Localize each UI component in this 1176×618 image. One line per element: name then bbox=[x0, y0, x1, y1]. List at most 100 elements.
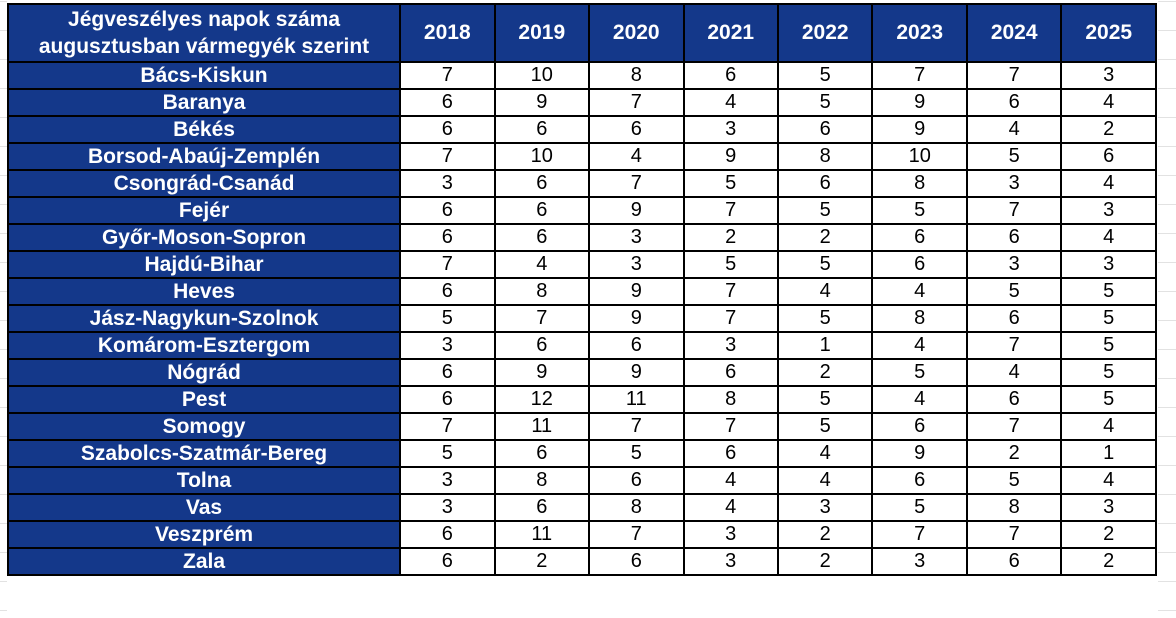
value-cell: 5 bbox=[871, 358, 968, 387]
year-header-2024: 2024 bbox=[965, 3, 1063, 63]
value-cell: 7 bbox=[871, 520, 968, 549]
county-cell: Pest bbox=[6, 385, 402, 414]
value-cell: 6 bbox=[399, 520, 496, 549]
left-margin-gridlines bbox=[0, 0, 7, 618]
table-title-line2: augusztusban vármegyék szerint bbox=[38, 35, 370, 58]
value-cell: 9 bbox=[588, 358, 685, 387]
value-cell: 11 bbox=[493, 412, 591, 441]
table-row: Pest 6 12 11 8 5 4 6 5 bbox=[6, 385, 1157, 414]
value-cell: 4 bbox=[1060, 88, 1157, 117]
value-cell: 3 bbox=[1060, 196, 1157, 225]
county-cell: Jász-Nagykun-Szolnok bbox=[6, 304, 402, 333]
value-cell: 6 bbox=[965, 547, 1063, 576]
value-cell: 7 bbox=[493, 304, 591, 333]
value-cell: 3 bbox=[1060, 250, 1157, 279]
value-cell: 6 bbox=[399, 547, 496, 576]
value-cell: 6 bbox=[965, 88, 1063, 117]
value-cell: 6 bbox=[493, 331, 591, 360]
value-cell: 5 bbox=[776, 250, 874, 279]
value-cell: 2 bbox=[682, 223, 779, 252]
value-cell: 9 bbox=[682, 142, 779, 171]
year-header-2020: 2020 bbox=[588, 3, 685, 63]
value-cell: 5 bbox=[871, 196, 968, 225]
value-cell: 5 bbox=[776, 385, 874, 414]
value-cell: 1 bbox=[776, 331, 874, 360]
value-cell: 7 bbox=[965, 520, 1063, 549]
value-cell: 4 bbox=[776, 466, 874, 495]
county-cell: Borsod-Abaúj-Zemplén bbox=[6, 142, 402, 171]
table-row: Heves 6 8 9 7 4 4 5 5 bbox=[6, 277, 1157, 306]
value-cell: 7 bbox=[965, 331, 1063, 360]
value-cell: 6 bbox=[965, 385, 1063, 414]
value-cell: 8 bbox=[776, 142, 874, 171]
county-cell: Tolna bbox=[6, 466, 402, 495]
value-cell: 7 bbox=[588, 412, 685, 441]
table-body: Bács-Kiskun 7 10 8 6 5 7 7 3 Baranya 6 9 7 4 5 9 6 4 Békés… bbox=[6, 61, 1157, 576]
value-cell: 6 bbox=[871, 466, 968, 495]
value-cell: 8 bbox=[588, 493, 685, 522]
county-cell: Nógrád bbox=[6, 358, 402, 387]
table-row: Borsod-Abaúj-Zemplén 7 10 4 9 8 10 5 6 bbox=[6, 142, 1157, 171]
value-cell: 5 bbox=[588, 439, 685, 468]
table-row: Bács-Kiskun 7 10 8 6 5 7 7 3 bbox=[6, 61, 1157, 90]
value-cell: 4 bbox=[871, 385, 968, 414]
value-cell: 6 bbox=[588, 547, 685, 576]
value-cell: 5 bbox=[1060, 358, 1157, 387]
value-cell: 4 bbox=[871, 277, 968, 306]
year-header-2018: 2018 bbox=[399, 3, 496, 63]
value-cell: 6 bbox=[682, 358, 779, 387]
value-cell: 6 bbox=[682, 61, 779, 90]
value-cell: 3 bbox=[399, 169, 496, 198]
value-cell: 3 bbox=[399, 493, 496, 522]
county-cell: Vas bbox=[6, 493, 402, 522]
value-cell: 9 bbox=[588, 196, 685, 225]
value-cell: 5 bbox=[776, 88, 874, 117]
value-cell: 5 bbox=[776, 412, 874, 441]
value-cell: 4 bbox=[871, 331, 968, 360]
table-row: Hajdú-Bihar 7 4 3 5 5 6 3 3 bbox=[6, 250, 1157, 279]
value-cell: 5 bbox=[1060, 385, 1157, 414]
value-cell: 8 bbox=[871, 169, 968, 198]
table-row: Komárom-Esztergom 3 6 6 3 1 4 7 5 bbox=[6, 331, 1157, 360]
table-row: Békés 6 6 6 3 6 9 4 2 bbox=[6, 115, 1157, 144]
value-cell: 10 bbox=[493, 61, 591, 90]
table-row: Csongrád-Csanád 3 6 7 5 6 8 3 4 bbox=[6, 169, 1157, 198]
county-cell: Fejér bbox=[6, 196, 402, 225]
value-cell: 2 bbox=[776, 358, 874, 387]
table-row: Baranya 6 9 7 4 5 9 6 4 bbox=[6, 88, 1157, 117]
value-cell: 7 bbox=[399, 412, 496, 441]
value-cell: 7 bbox=[588, 88, 685, 117]
table-title: Jégveszélyes napok száma augusztusban vá… bbox=[6, 3, 402, 63]
value-cell: 4 bbox=[965, 115, 1063, 144]
table-row: Veszprém 6 11 7 3 2 7 7 2 bbox=[6, 520, 1157, 549]
value-cell: 4 bbox=[588, 142, 685, 171]
value-cell: 6 bbox=[493, 169, 591, 198]
header-row: Jégveszélyes napok száma augusztusban vá… bbox=[6, 3, 1157, 63]
value-cell: 5 bbox=[965, 277, 1063, 306]
county-cell: Bács-Kiskun bbox=[6, 61, 402, 90]
county-cell: Hajdú-Bihar bbox=[6, 250, 402, 279]
table-title-line1: Jégveszélyes napok száma bbox=[68, 8, 341, 31]
value-cell: 4 bbox=[682, 466, 779, 495]
table-row: Fejér 6 6 9 7 5 5 7 3 bbox=[6, 196, 1157, 225]
value-cell: 6 bbox=[493, 223, 591, 252]
value-cell: 2 bbox=[965, 439, 1063, 468]
value-cell: 2 bbox=[1060, 115, 1157, 144]
value-cell: 7 bbox=[399, 61, 496, 90]
value-cell: 8 bbox=[871, 304, 968, 333]
table-row: Szabolcs-Szatmár-Bereg 5 6 5 6 4 9 2 1 bbox=[6, 439, 1157, 468]
value-cell: 7 bbox=[965, 196, 1063, 225]
value-cell: 6 bbox=[399, 196, 496, 225]
value-cell: 6 bbox=[588, 331, 685, 360]
value-cell: 4 bbox=[965, 358, 1063, 387]
value-cell: 7 bbox=[399, 250, 496, 279]
table-row: Nógrád 6 9 9 6 2 5 4 5 bbox=[6, 358, 1157, 387]
value-cell: 3 bbox=[682, 115, 779, 144]
value-cell: 7 bbox=[682, 277, 779, 306]
value-cell: 9 bbox=[871, 115, 968, 144]
value-cell: 4 bbox=[1060, 412, 1157, 441]
value-cell: 12 bbox=[493, 385, 591, 414]
value-cell: 8 bbox=[682, 385, 779, 414]
value-cell: 5 bbox=[776, 304, 874, 333]
